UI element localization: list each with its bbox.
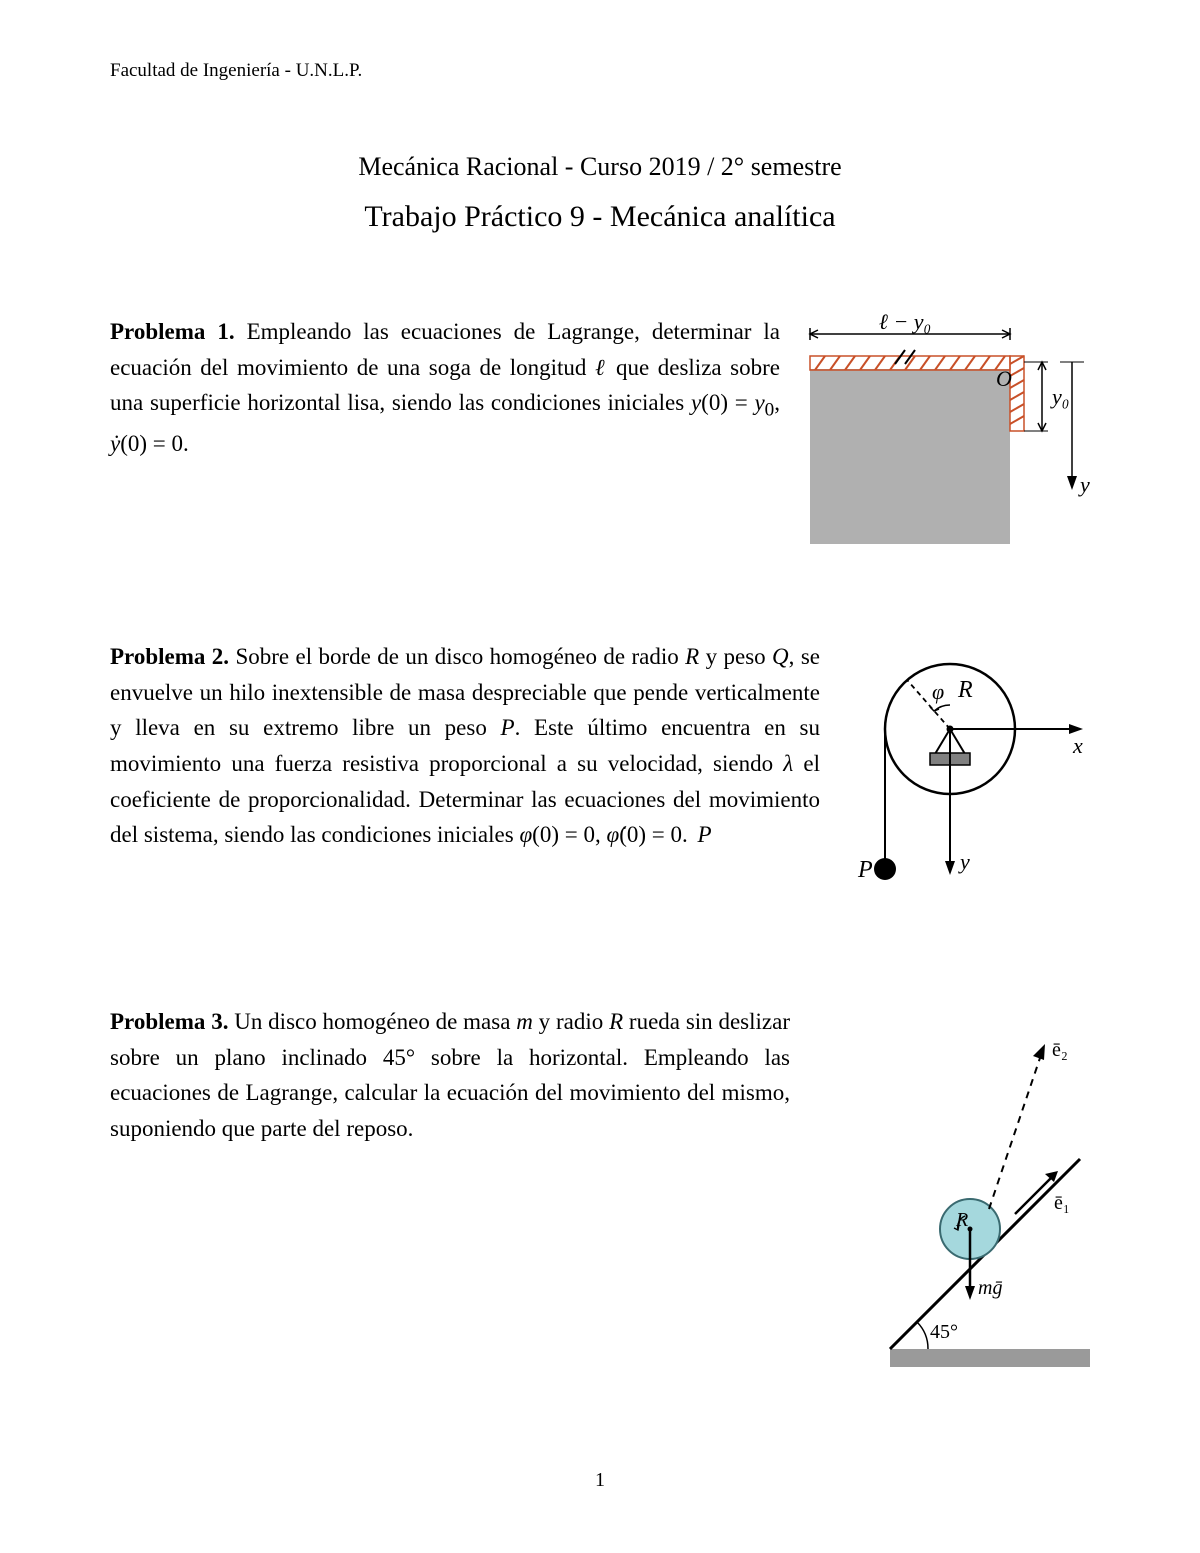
problem-2: Problema 2. Sobre el borde de un disco h… <box>110 639 1090 914</box>
problem-2-text: Problema 2. Sobre el borde de un disco h… <box>110 639 820 853</box>
fig2-label-x: x <box>1072 733 1083 758</box>
fig2-label-P-inline: P <box>698 822 712 847</box>
fig3-label-angle: 45° <box>930 1321 958 1343</box>
problem-1: Problema 1. Empleando las ecuaciones de … <box>110 314 1090 549</box>
page-number: 1 <box>110 1469 1090 1492</box>
fig2-label-y: y <box>958 849 970 874</box>
problem-2-label: Problema 2. <box>110 644 229 669</box>
problem-3-text: Problema 3. Un disco homogéneo de masa m… <box>110 1004 790 1147</box>
fig1-label-y0: y₀ <box>1050 384 1069 409</box>
figure-3: 45° R ē₁ ē₂ mḡ <box>810 1014 1090 1379</box>
problem-3: Problema 3. Un disco homogéneo de masa m… <box>110 1004 1090 1379</box>
fig3-label-e1: ē₁ <box>1054 1192 1070 1214</box>
problem-1-label: Problema 1. <box>110 319 235 344</box>
problem-1-text: Problema 1. Empleando las ecuaciones de … <box>110 314 780 461</box>
fig3-label-e2: ē₂ <box>1052 1039 1068 1061</box>
problem-2-body: Sobre el borde de un disco homogéneo de … <box>110 644 820 847</box>
course-line: Mecánica Racional - Curso 2019 / 2° seme… <box>110 152 1090 182</box>
fig2-label-R: R <box>957 677 973 703</box>
fig3-label-mg: mḡ <box>978 1277 1002 1299</box>
figure-1: ℓ − y₀ O <box>800 314 1090 549</box>
fig2-label-phi: φ <box>932 679 944 704</box>
fig3-label-R: R <box>955 1209 968 1231</box>
fig2-label-P: P <box>857 857 873 883</box>
fig1-label-origin: O <box>996 366 1012 391</box>
header-institution: Facultad de Ingeniería - U.N.L.P. <box>110 60 1090 82</box>
fig1-label-y: y <box>1078 472 1090 497</box>
figure-1-svg: ℓ − y₀ O <box>800 314 1090 544</box>
problem-3-label: Problema 3. <box>110 1009 228 1034</box>
figure-2-svg: x y R φ P <box>840 649 1090 909</box>
fig1-label-top: ℓ − y₀ <box>879 314 931 334</box>
title-line: Trabajo Práctico 9 - Mecánica analítica <box>110 200 1090 234</box>
figure-3-svg: 45° R ē₁ ē₂ mḡ <box>810 1014 1090 1374</box>
figure-2: x y R φ P <box>840 649 1090 914</box>
